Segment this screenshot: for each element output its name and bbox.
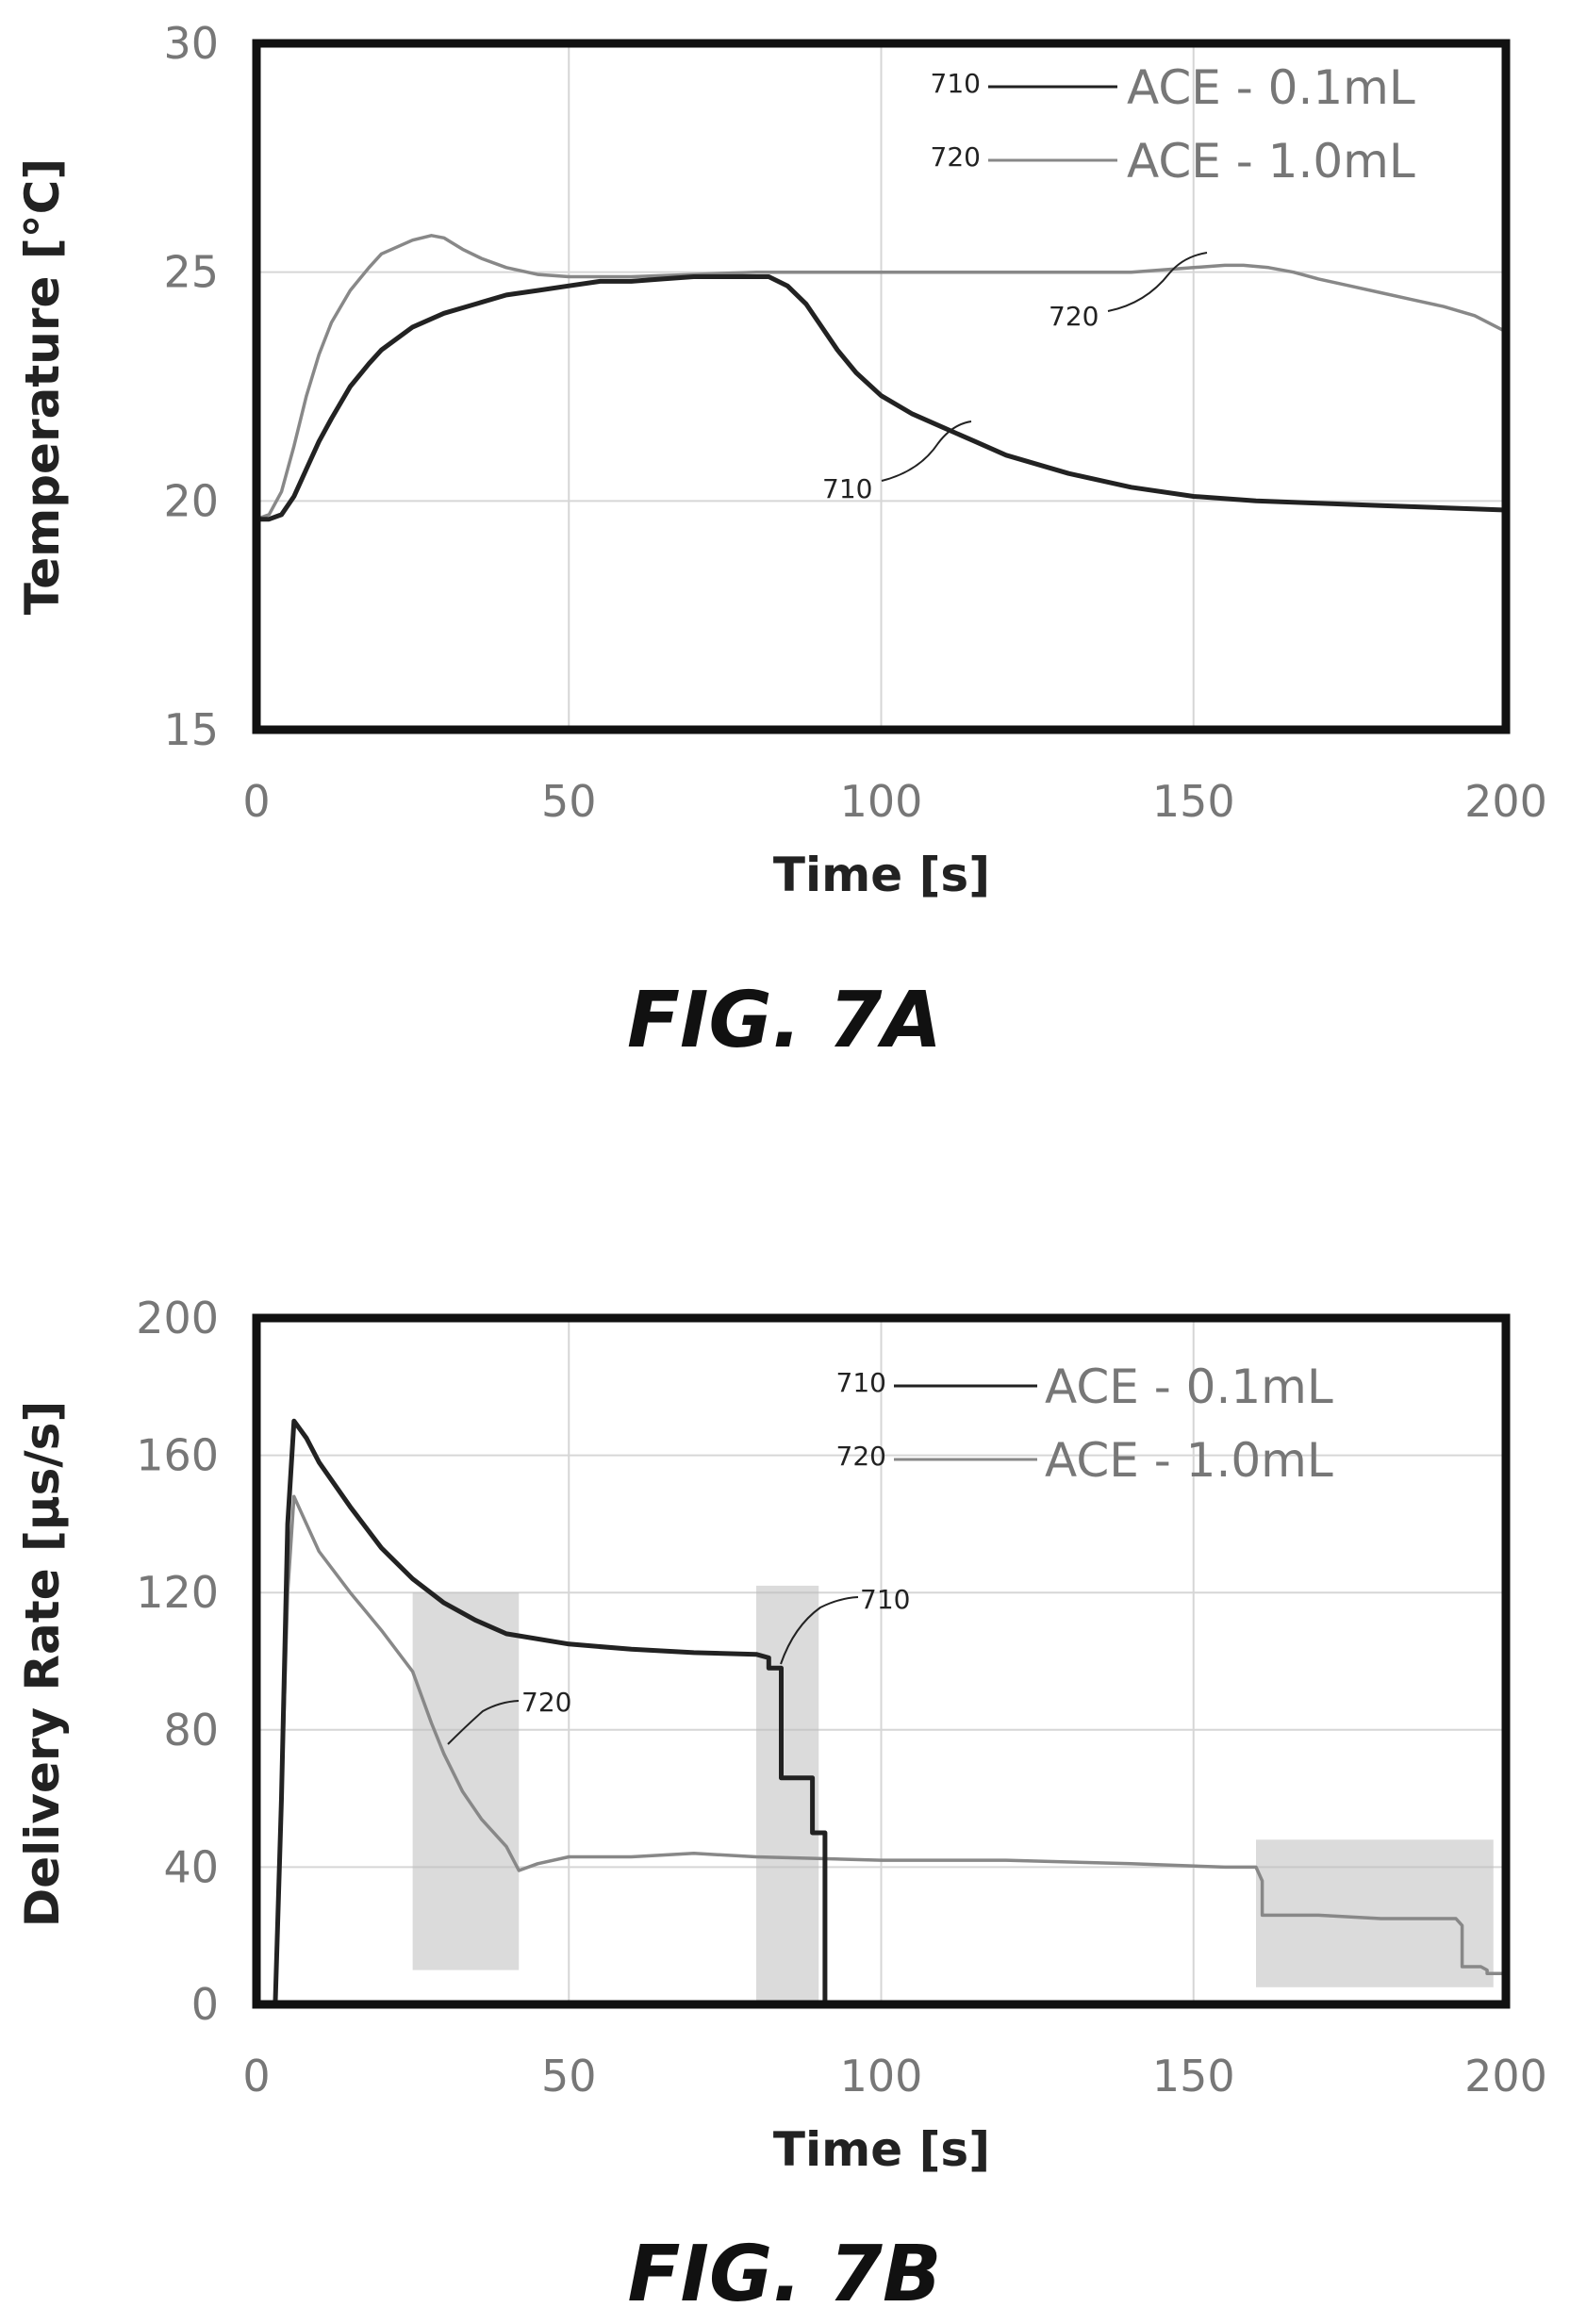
x-tick-labels-b: 0 50 100 150 200: [242, 2051, 1547, 2101]
series-line-710: [256, 274, 1507, 522]
x-tick-label: 0: [242, 776, 270, 827]
figure-caption-b: FIG. 7B: [627, 2230, 941, 2319]
y-axis-label-b: Delivery Rate [µs/s]: [15, 1401, 70, 1928]
shaded-region: [412, 1592, 520, 1970]
y-tick-label: 80: [163, 1705, 219, 1755]
series-lines-b: [273, 1418, 1506, 2005]
shaded-region: [1256, 1839, 1494, 1987]
callout-720-b: 720: [521, 1687, 571, 1718]
callout-710-a: 710: [822, 473, 872, 504]
legend-entry-ace-0.1ml-a: ACE - 0.1mL: [1127, 60, 1415, 115]
legend-ref-710-b: 710: [836, 1367, 886, 1398]
legend-ref-710-a: 710: [931, 68, 981, 99]
x-tick-label: 100: [840, 2051, 923, 2101]
x-tick-label: 150: [1152, 776, 1235, 827]
plot-frame-a: [252, 39, 1511, 734]
y-tick-labels-a: 15 20 25 30: [163, 18, 219, 755]
y-tick-label: 200: [136, 1293, 219, 1343]
figure-caption-a: FIG. 7A: [627, 976, 942, 1065]
callout-leader-720-b: [447, 1700, 520, 1745]
chart-delivery-rate: 0 40 80 120 160 200 0 50 100 150 200 Delivery Rat…: [15, 1293, 1547, 2319]
legend-ref-720-a: 720: [931, 141, 981, 173]
y-axis-label-a: Temperature [°C]: [15, 158, 70, 615]
y-tick-label: 30: [163, 18, 219, 69]
x-axis-label-b: Time [s]: [773, 2122, 990, 2177]
series-lines-a: [256, 234, 1507, 522]
y-tick-label: 0: [191, 1979, 219, 2030]
y-tick-label: 160: [136, 1430, 219, 1481]
x-tick-label: 200: [1464, 776, 1547, 827]
x-tick-label: 200: [1464, 2051, 1547, 2101]
y-tick-label: 120: [136, 1567, 219, 1618]
y-tick-labels-b: 0 40 80 120 160 200: [136, 1293, 219, 2030]
x-tick-label: 100: [840, 776, 923, 827]
shaded-regions-b: [412, 1585, 1494, 2004]
callout-720-a: 720: [1049, 301, 1099, 332]
legend-b: 710 ACE - 0.1mL 720 ACE - 1.0mL: [836, 1360, 1333, 1488]
series-line-720: [256, 234, 1507, 521]
x-tick-label: 50: [541, 2051, 597, 2101]
y-tick-label: 15: [163, 704, 219, 755]
legend-entry-ace-1.0ml-a: ACE - 1.0mL: [1127, 134, 1415, 189]
callout-leader-720-a: [1107, 252, 1208, 312]
series-line-720: [273, 1494, 1506, 2005]
x-axis-label-a: Time [s]: [773, 848, 990, 902]
callout-leader-710-a: [881, 420, 972, 482]
x-tick-label: 0: [242, 2051, 270, 2101]
y-tick-label: 25: [163, 247, 219, 298]
x-tick-labels-a: 0 50 100 150 200: [242, 776, 1547, 827]
x-tick-label: 150: [1152, 2051, 1235, 2101]
legend-entry-ace-1.0ml-b: ACE - 1.0mL: [1045, 1433, 1333, 1488]
chart-temperature: 15 20 25 30 0 50 100 150 200 Temperature [°C] T…: [15, 18, 1547, 1065]
callout-leader-710-b: [780, 1596, 859, 1665]
y-tick-label: 20: [163, 475, 219, 526]
series-line-710: [273, 1418, 828, 2005]
y-tick-label: 40: [163, 1841, 219, 1892]
legend-a: 710 ACE - 0.1mL 720 ACE - 1.0mL: [931, 60, 1415, 189]
plot-frame-b: [252, 1313, 1511, 2009]
legend-entry-ace-0.1ml-b: ACE - 0.1mL: [1045, 1360, 1333, 1414]
legend-ref-720-b: 720: [836, 1441, 886, 1472]
callout-710-b: 710: [860, 1584, 910, 1615]
x-tick-label: 50: [541, 776, 597, 827]
